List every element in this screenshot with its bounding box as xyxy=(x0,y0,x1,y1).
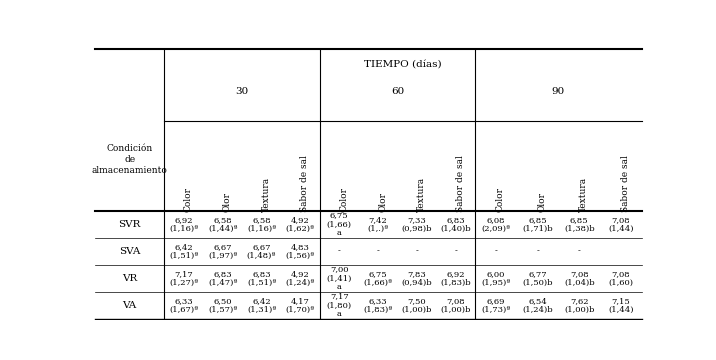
Text: 4,17
(1,70)ª: 4,17 (1,70)ª xyxy=(286,297,315,314)
Text: 6,85
(1,71)b: 6,85 (1,71)b xyxy=(522,216,553,233)
Text: -: - xyxy=(338,247,341,256)
Text: 30: 30 xyxy=(236,87,248,96)
Text: 7,08
(1,04)b: 7,08 (1,04)b xyxy=(564,270,594,287)
Text: 7,00
(1,41)
a: 7,00 (1,41) a xyxy=(326,266,352,291)
Text: 6,42
(1,51)ª: 6,42 (1,51)ª xyxy=(169,243,198,260)
Text: 4,92
(1,24)ª: 4,92 (1,24)ª xyxy=(286,270,315,287)
Text: 6,50
(1,57)ª: 6,50 (1,57)ª xyxy=(208,297,237,314)
Text: 6,67
(1,48)ª: 6,67 (1,48)ª xyxy=(247,243,276,260)
Text: 6,58
(1,44)ª: 6,58 (1,44)ª xyxy=(208,216,238,233)
Text: 6,85
(1,38)b: 6,85 (1,38)b xyxy=(564,216,594,233)
Text: -: - xyxy=(536,247,539,256)
Text: Sabor de sal: Sabor de sal xyxy=(301,156,309,212)
Text: 7,83
(0,94)b: 7,83 (0,94)b xyxy=(402,270,432,287)
Text: 6,54
(1,24)b: 6,54 (1,24)b xyxy=(522,297,553,314)
Text: 6,33
(1,83)ª: 6,33 (1,83)ª xyxy=(364,297,392,314)
Text: 6,75
(1,66)
a: 6,75 (1,66) a xyxy=(326,212,352,237)
Text: Color: Color xyxy=(496,187,505,212)
Text: 60: 60 xyxy=(391,87,404,96)
Text: 6,00
(1,95)ª: 6,00 (1,95)ª xyxy=(481,270,511,287)
Text: 4,83
(1,56)ª: 4,83 (1,56)ª xyxy=(286,243,315,260)
Text: 4,92
(1,62)ª: 4,92 (1,62)ª xyxy=(286,216,315,233)
Text: Color: Color xyxy=(339,187,348,212)
Text: VA: VA xyxy=(122,301,137,310)
Text: 6,92
(1,83)b: 6,92 (1,83)b xyxy=(440,270,471,287)
Text: Color: Color xyxy=(184,187,193,212)
Text: 7,17
(1,27)ª: 7,17 (1,27)ª xyxy=(169,270,198,287)
Text: 6,83
(1,40)b: 6,83 (1,40)b xyxy=(440,216,471,233)
Text: -: - xyxy=(415,247,418,256)
Text: 6,33
(1,67)ª: 6,33 (1,67)ª xyxy=(169,297,198,314)
Text: Sabor de sal: Sabor de sal xyxy=(621,156,630,212)
Text: 6,42
(1,31)ª: 6,42 (1,31)ª xyxy=(247,297,276,314)
Text: Textura: Textura xyxy=(417,177,426,212)
Text: 7,33
(0,98)b: 7,33 (0,98)b xyxy=(402,216,432,233)
Text: Sabor de sal: Sabor de sal xyxy=(455,156,465,212)
Text: 6,58
(1,16)ª: 6,58 (1,16)ª xyxy=(247,216,276,233)
Text: 6,67
(1,97)ª: 6,67 (1,97)ª xyxy=(208,243,237,260)
Text: 7,15
(1,44): 7,15 (1,44) xyxy=(608,297,634,314)
Text: SVR: SVR xyxy=(119,220,141,229)
Text: 90: 90 xyxy=(552,87,565,96)
Text: 7,50
(1,00)b: 7,50 (1,00)b xyxy=(402,297,432,314)
Text: Olor: Olor xyxy=(378,192,387,212)
Text: SVA: SVA xyxy=(119,247,140,256)
Text: -: - xyxy=(377,247,379,256)
Text: Olor: Olor xyxy=(223,192,232,212)
Text: 7,08
(1,00)b: 7,08 (1,00)b xyxy=(440,297,471,314)
Text: Condición
de
almacenamiento: Condición de almacenamiento xyxy=(92,144,168,175)
Text: 6,83
(1,51)ª: 6,83 (1,51)ª xyxy=(247,270,276,287)
Text: Textura: Textura xyxy=(261,177,271,212)
Text: 7,08
(1,44): 7,08 (1,44) xyxy=(608,216,634,233)
Text: Olor: Olor xyxy=(538,192,546,212)
Text: 6,83
(1,47)ª: 6,83 (1,47)ª xyxy=(208,270,238,287)
Text: -: - xyxy=(454,247,458,256)
Text: 7,42
(1,.)ª: 7,42 (1,.)ª xyxy=(367,216,389,233)
Text: -: - xyxy=(495,247,498,256)
Text: TIEMPO (días): TIEMPO (días) xyxy=(364,59,442,68)
Text: 6,69
(1,73)ª: 6,69 (1,73)ª xyxy=(481,297,511,314)
Text: 6,75
(1,66)ª: 6,75 (1,66)ª xyxy=(364,270,392,287)
Text: 6,77
(1,50)b: 6,77 (1,50)b xyxy=(523,270,553,287)
Text: -: - xyxy=(578,247,581,256)
Text: 7,08
(1,60): 7,08 (1,60) xyxy=(609,270,634,287)
Text: 7,17
(1,80)
a: 7,17 (1,80) a xyxy=(326,293,352,318)
Text: VR: VR xyxy=(122,274,137,283)
Text: 7,62
(1,00)b: 7,62 (1,00)b xyxy=(564,297,594,314)
Text: 6,08
(2,09)ª: 6,08 (2,09)ª xyxy=(481,216,511,233)
Text: 6,92
(1,16)ª: 6,92 (1,16)ª xyxy=(169,216,198,233)
Text: Textura: Textura xyxy=(579,177,589,212)
